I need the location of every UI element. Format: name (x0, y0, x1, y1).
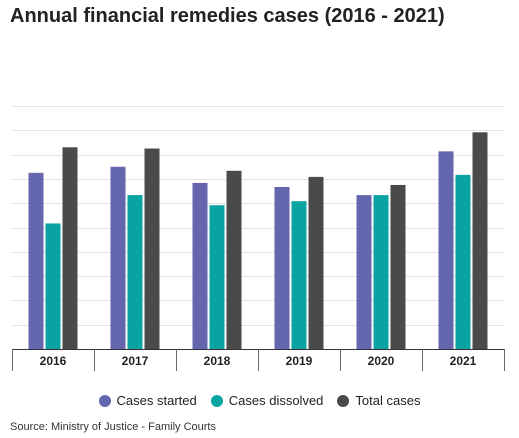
legend-swatch-total-cases (337, 394, 350, 407)
chart-title: Annual financial remedies cases (2016 - … (10, 5, 445, 27)
bar-total-cases-2016[interactable] (62, 147, 78, 349)
legend-label-cases-dissolved: Cases dissolved (228, 393, 324, 408)
x-axis: 2016 2017 2018 2019 2020 2021 (12, 349, 505, 371)
bar-cases-started-2018[interactable] (192, 182, 208, 349)
bar-total-cases-2017[interactable] (144, 148, 160, 349)
x-tick-label-2021: 2021 (450, 354, 477, 368)
bar-cases-dissolved-2019[interactable] (291, 201, 307, 349)
legend-label-total-cases: Total cases (355, 393, 421, 408)
bars (28, 132, 488, 349)
legend-item-cases-started[interactable]: Cases started (98, 393, 197, 408)
legend-item-total-cases[interactable]: Total cases (337, 393, 420, 408)
bar-cases-started-2019[interactable] (274, 187, 290, 349)
bar-total-cases-2021[interactable] (472, 132, 488, 349)
bar-cases-dissolved-2018[interactable] (209, 205, 225, 349)
x-tick-label-2019: 2019 (286, 354, 313, 368)
bar-total-cases-2020[interactable] (390, 184, 406, 349)
bar-cases-dissolved-2020[interactable] (373, 195, 389, 349)
bar-cases-started-2020[interactable] (356, 195, 372, 349)
x-tick-label-2016: 2016 (40, 354, 67, 368)
source-note: Source: Ministry of Justice - Family Cou… (10, 421, 216, 433)
bar-cases-dissolved-2021[interactable] (455, 174, 471, 349)
bar-cases-dissolved-2016[interactable] (45, 223, 61, 349)
gridlines (12, 106, 504, 326)
bar-cases-started-2021[interactable] (438, 151, 454, 349)
legend-item-cases-dissolved[interactable]: Cases dissolved (210, 393, 324, 408)
x-tick-label-2020: 2020 (368, 354, 395, 368)
x-tick-label-2018: 2018 (204, 354, 231, 368)
bar-cases-started-2017[interactable] (110, 166, 126, 349)
bar-cases-started-2016[interactable] (28, 172, 44, 349)
bar-cases-dissolved-2017[interactable] (127, 195, 143, 349)
legend: Cases started Cases dissolved Total case… (0, 393, 519, 408)
x-tick-label-2017: 2017 (122, 354, 149, 368)
legend-swatch-cases-started (98, 394, 111, 407)
bar-chart: 2016 2017 2018 2019 2020 2021 (12, 106, 505, 371)
bar-total-cases-2018[interactable] (226, 170, 242, 349)
bar-total-cases-2019[interactable] (308, 176, 324, 349)
legend-swatch-cases-dissolved (210, 394, 223, 407)
legend-label-cases-started: Cases started (116, 393, 197, 408)
